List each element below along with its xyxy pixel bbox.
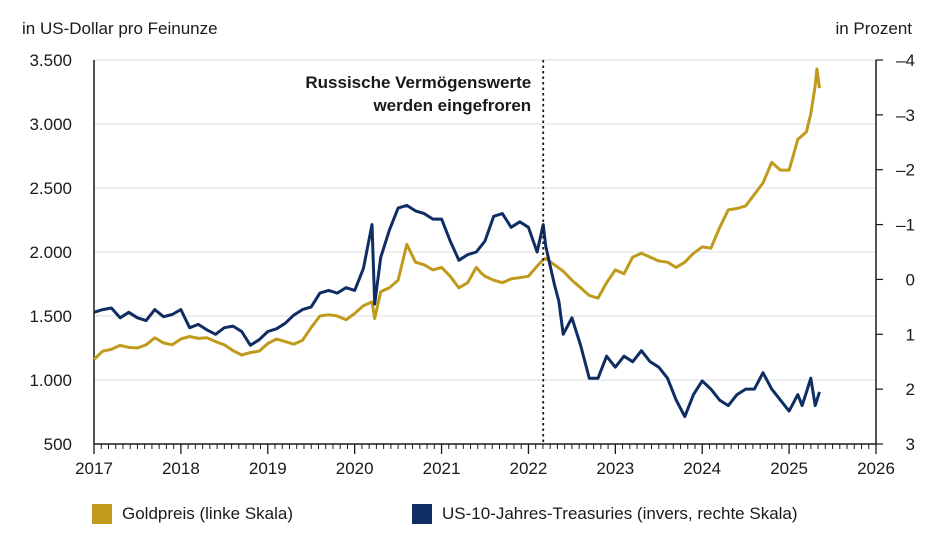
x-tick-label: 2023 xyxy=(596,459,634,478)
left-tick-label: 3.000 xyxy=(29,115,72,134)
chart-canvas: 500 1.000 1.500 2.000 2.500 3.000 3.500 3 2 1 0 –1… xyxy=(29,51,915,478)
left-tick-label: 3.500 xyxy=(29,51,72,70)
series-lines xyxy=(92,67,821,419)
right-tick-label: –1 xyxy=(896,216,915,235)
right-tick-label: 0 xyxy=(906,270,915,289)
left-tick-label: 2.000 xyxy=(29,243,72,262)
x-tick-label: 2017 xyxy=(75,459,113,478)
gold-price-line xyxy=(92,67,821,361)
right-tick-label: –2 xyxy=(896,161,915,180)
right-axis: 3 2 1 0 –1 –2 –3 –4 xyxy=(875,51,915,454)
left-axis-title: in US-Dollar pro Feinunze xyxy=(22,19,218,38)
right-axis-title: in Prozent xyxy=(835,19,912,38)
legend-swatch-gold xyxy=(92,504,112,524)
x-tick-label: 2018 xyxy=(162,459,200,478)
annotation-text: Russische Vermögenswerte xyxy=(305,73,531,92)
x-tick-label: 2020 xyxy=(336,459,374,478)
x-axis: 2017 2018 2019 2020 2021 2022 2023 2024 2025 2026 xyxy=(75,443,895,478)
legend-label-gold: Goldpreis (linke Skala) xyxy=(122,504,294,523)
right-tick-label: 1 xyxy=(906,325,915,344)
left-tick-label: 1.000 xyxy=(29,371,72,390)
x-tick-label: 2026 xyxy=(857,459,895,478)
legend-label-treasuries: US-10-Jahres-Treasuries (invers, rechte … xyxy=(442,504,798,523)
right-tick-label: –4 xyxy=(896,51,915,70)
annotation: Russische Vermögenswerte werden eingefror… xyxy=(305,60,545,444)
left-tick-label: 2.500 xyxy=(29,179,72,198)
x-tick-label: 2024 xyxy=(683,459,721,478)
gridlines xyxy=(94,59,876,381)
right-tick-label: –3 xyxy=(896,106,915,125)
legend-item-gold: Goldpreis (linke Skala) xyxy=(92,504,293,524)
x-tick-label: 2019 xyxy=(249,459,287,478)
left-tick-label: 1.500 xyxy=(29,307,72,326)
treasury-yield-line xyxy=(93,203,821,419)
left-tick-label: 500 xyxy=(44,435,72,454)
x-tick-label: 2025 xyxy=(770,459,808,478)
right-tick-label: 2 xyxy=(906,380,915,399)
x-tick-label: 2022 xyxy=(510,459,548,478)
right-tick-label: 3 xyxy=(906,435,915,454)
legend-item-treasuries: US-10-Jahres-Treasuries (invers, rechte … xyxy=(412,504,798,524)
annotation-text: werden eingefroren xyxy=(372,96,531,115)
legend-swatch-treasuries xyxy=(412,504,432,524)
x-tick-label: 2021 xyxy=(423,459,461,478)
left-axis: 500 1.000 1.500 2.000 2.500 3.000 3.500 xyxy=(29,51,95,454)
